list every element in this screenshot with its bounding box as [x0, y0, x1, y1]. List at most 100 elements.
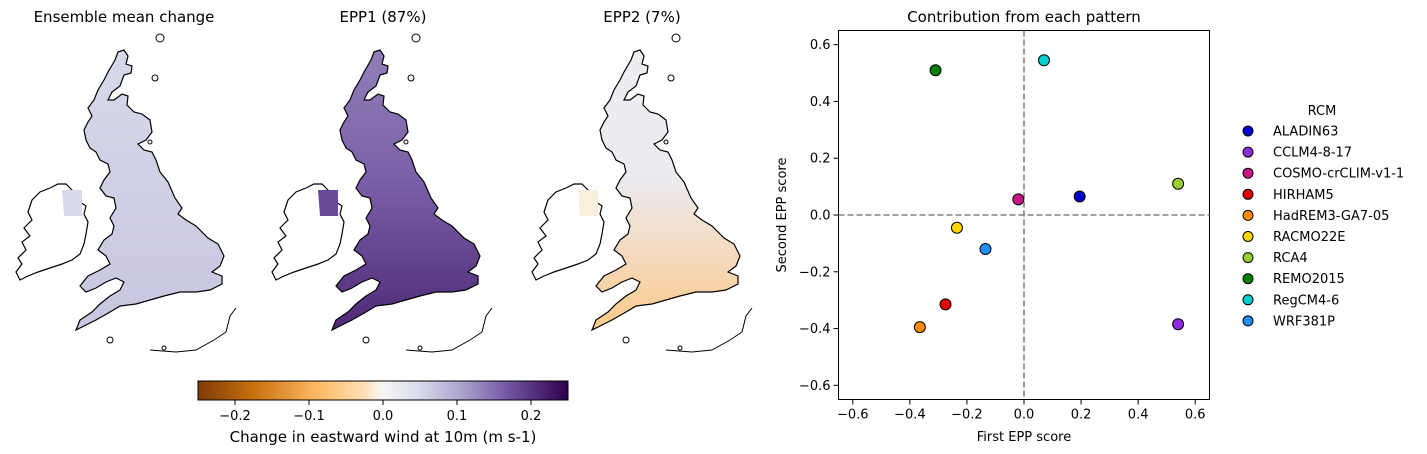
legend-label: RACMO22E	[1273, 230, 1345, 245]
x-axis-label: First EPP score	[977, 430, 1071, 445]
great-britain-shape	[75, 49, 225, 331]
colorbar-ticks: −0.2 −0.1 0.0 0.1 0.2	[219, 400, 541, 424]
y-tick-label: 0.6	[810, 38, 831, 53]
legend-item: COSMO-crCLIM-v1-1	[1242, 167, 1404, 182]
y-tick-label: 0.2	[810, 152, 831, 167]
scatter-title: Contribution from each pattern	[907, 8, 1141, 26]
island-outline	[151, 74, 159, 82]
y-tick-label: 0.4	[810, 95, 831, 110]
legend-item: CCLM4-8-17	[1242, 146, 1352, 161]
legend-item: HIRHAM5	[1242, 188, 1334, 203]
island-outline	[663, 139, 669, 145]
map-title: EPP2 (7%)	[603, 8, 680, 26]
island-outline	[407, 74, 415, 82]
x-tick-label: 0.0	[1014, 408, 1035, 423]
x-tick-label: −0.2	[951, 408, 983, 423]
island-outline	[106, 336, 114, 344]
legend-marker	[1242, 125, 1254, 137]
point-racmo22e	[950, 221, 963, 234]
legend-label: REMO2015	[1273, 272, 1345, 287]
legend-marker	[1242, 231, 1254, 242]
legend-marker	[1242, 209, 1254, 221]
island-outline	[362, 336, 370, 344]
y-tick-label: 0.0	[810, 209, 831, 224]
island-outline	[161, 345, 167, 351]
legend-marker	[1242, 252, 1254, 264]
island-outline	[667, 74, 675, 82]
legend-item: HadREM3-GA7-05	[1242, 209, 1389, 224]
map-title: EPP1 (87%)	[340, 8, 427, 26]
legend-item: RegCM4-6	[1242, 293, 1339, 308]
legend-item: RACMO22E	[1242, 230, 1345, 245]
colorbar-tick-label: −0.1	[293, 409, 325, 424]
great-britain-shape	[591, 49, 741, 331]
point-cclm4-8-17	[1172, 318, 1185, 331]
northern-ireland-fill	[578, 190, 598, 216]
island-outline	[417, 345, 423, 351]
legend-label: HadREM3-GA7-05	[1273, 209, 1389, 224]
legend-label: WRF381P	[1273, 314, 1335, 329]
colorbar-label: Change in eastward wind at 10m (m s-1)	[230, 428, 537, 446]
map-panel-2: EPP1 (87%)	[271, 8, 493, 353]
y-tick-label: −0.4	[799, 322, 831, 337]
map-panel-3: EPP2 (7%)	[531, 8, 753, 353]
great-britain-shape	[331, 49, 481, 331]
island-outline	[403, 139, 409, 145]
legend-marker	[1242, 273, 1254, 285]
northern-ireland-fill	[62, 190, 82, 216]
legend-item: REMO2015	[1242, 272, 1345, 287]
x-tick-label: 0.4	[1128, 408, 1149, 423]
legend-item: WRF381P	[1242, 314, 1335, 329]
colorbar-tick-label: 0.2	[521, 409, 542, 424]
y-tick-label: −0.2	[799, 265, 831, 280]
colorbar: −0.2 −0.1 0.0 0.1 0.2 Change in eastward win…	[197, 380, 569, 446]
legend-label: RCA4	[1273, 251, 1308, 266]
legend-item: ALADIN63	[1242, 125, 1338, 140]
legend-label: CCLM4-8-17	[1273, 146, 1352, 161]
scatter-plot: Contribution from each pattern −0.6 −0.4 −…	[775, 8, 1210, 445]
map-panels: Ensemble mean change EPP1 (87%) EPP2 (7%)	[15, 8, 753, 353]
island-outline	[622, 336, 630, 344]
legend-marker	[1242, 167, 1254, 179]
colorbar-gradient	[197, 380, 569, 401]
colorbar-tick-label: 0.1	[447, 409, 468, 424]
legend: RCM ALADIN63 CCLM4-8-17 COSMO-crCLIM-v1-1 H…	[1242, 104, 1404, 329]
northern-ireland-fill	[318, 190, 338, 216]
y-axis-ticks: −0.6 −0.4 −0.2 0.0 0.2 0.4 0.6	[799, 38, 839, 394]
legend-items: ALADIN63 CCLM4-8-17 COSMO-crCLIM-v1-1 HIRHA…	[1242, 125, 1404, 329]
point-hadrem3-ga7-05	[913, 321, 926, 334]
zero-lines	[838, 30, 1210, 400]
point-wrf381p	[979, 243, 992, 256]
island-outline	[411, 33, 421, 43]
legend-marker	[1242, 315, 1254, 327]
island-outline	[671, 33, 681, 43]
legend-marker	[1242, 146, 1254, 158]
x-tick-label: 0.2	[1071, 408, 1092, 423]
scatter-points	[913, 54, 1185, 334]
map-panel-1: Ensemble mean change	[15, 8, 237, 353]
continental-coast	[405, 307, 493, 353]
point-rca4	[1172, 177, 1185, 190]
island-outline	[677, 345, 683, 351]
continental-coast	[665, 307, 753, 353]
x-tick-label: −0.6	[837, 408, 869, 423]
colorbar-tick-label: 0.0	[373, 409, 394, 424]
continental-coast	[149, 307, 237, 353]
point-cosmo-crclim-v1-1	[1012, 193, 1025, 206]
legend-marker	[1242, 294, 1254, 306]
legend-item: RCA4	[1242, 251, 1308, 266]
island-outline	[155, 33, 165, 43]
legend-label: HIRHAM5	[1273, 188, 1334, 203]
point-hirham5	[939, 298, 952, 311]
island-outline	[147, 139, 153, 145]
x-axis-ticks: −0.6 −0.4 −0.2 0.0 0.2 0.4 0.6	[837, 399, 1206, 423]
legend-label: ALADIN63	[1273, 125, 1338, 140]
legend-marker	[1242, 188, 1254, 200]
point-regcm4-6	[1037, 54, 1050, 67]
y-axis-label: Second EPP score	[775, 158, 790, 273]
point-remo2015	[929, 64, 942, 77]
legend-label: RegCM4-6	[1273, 293, 1339, 308]
colorbar-tick-label: −0.2	[219, 409, 251, 424]
legend-title: RCM	[1308, 104, 1337, 119]
